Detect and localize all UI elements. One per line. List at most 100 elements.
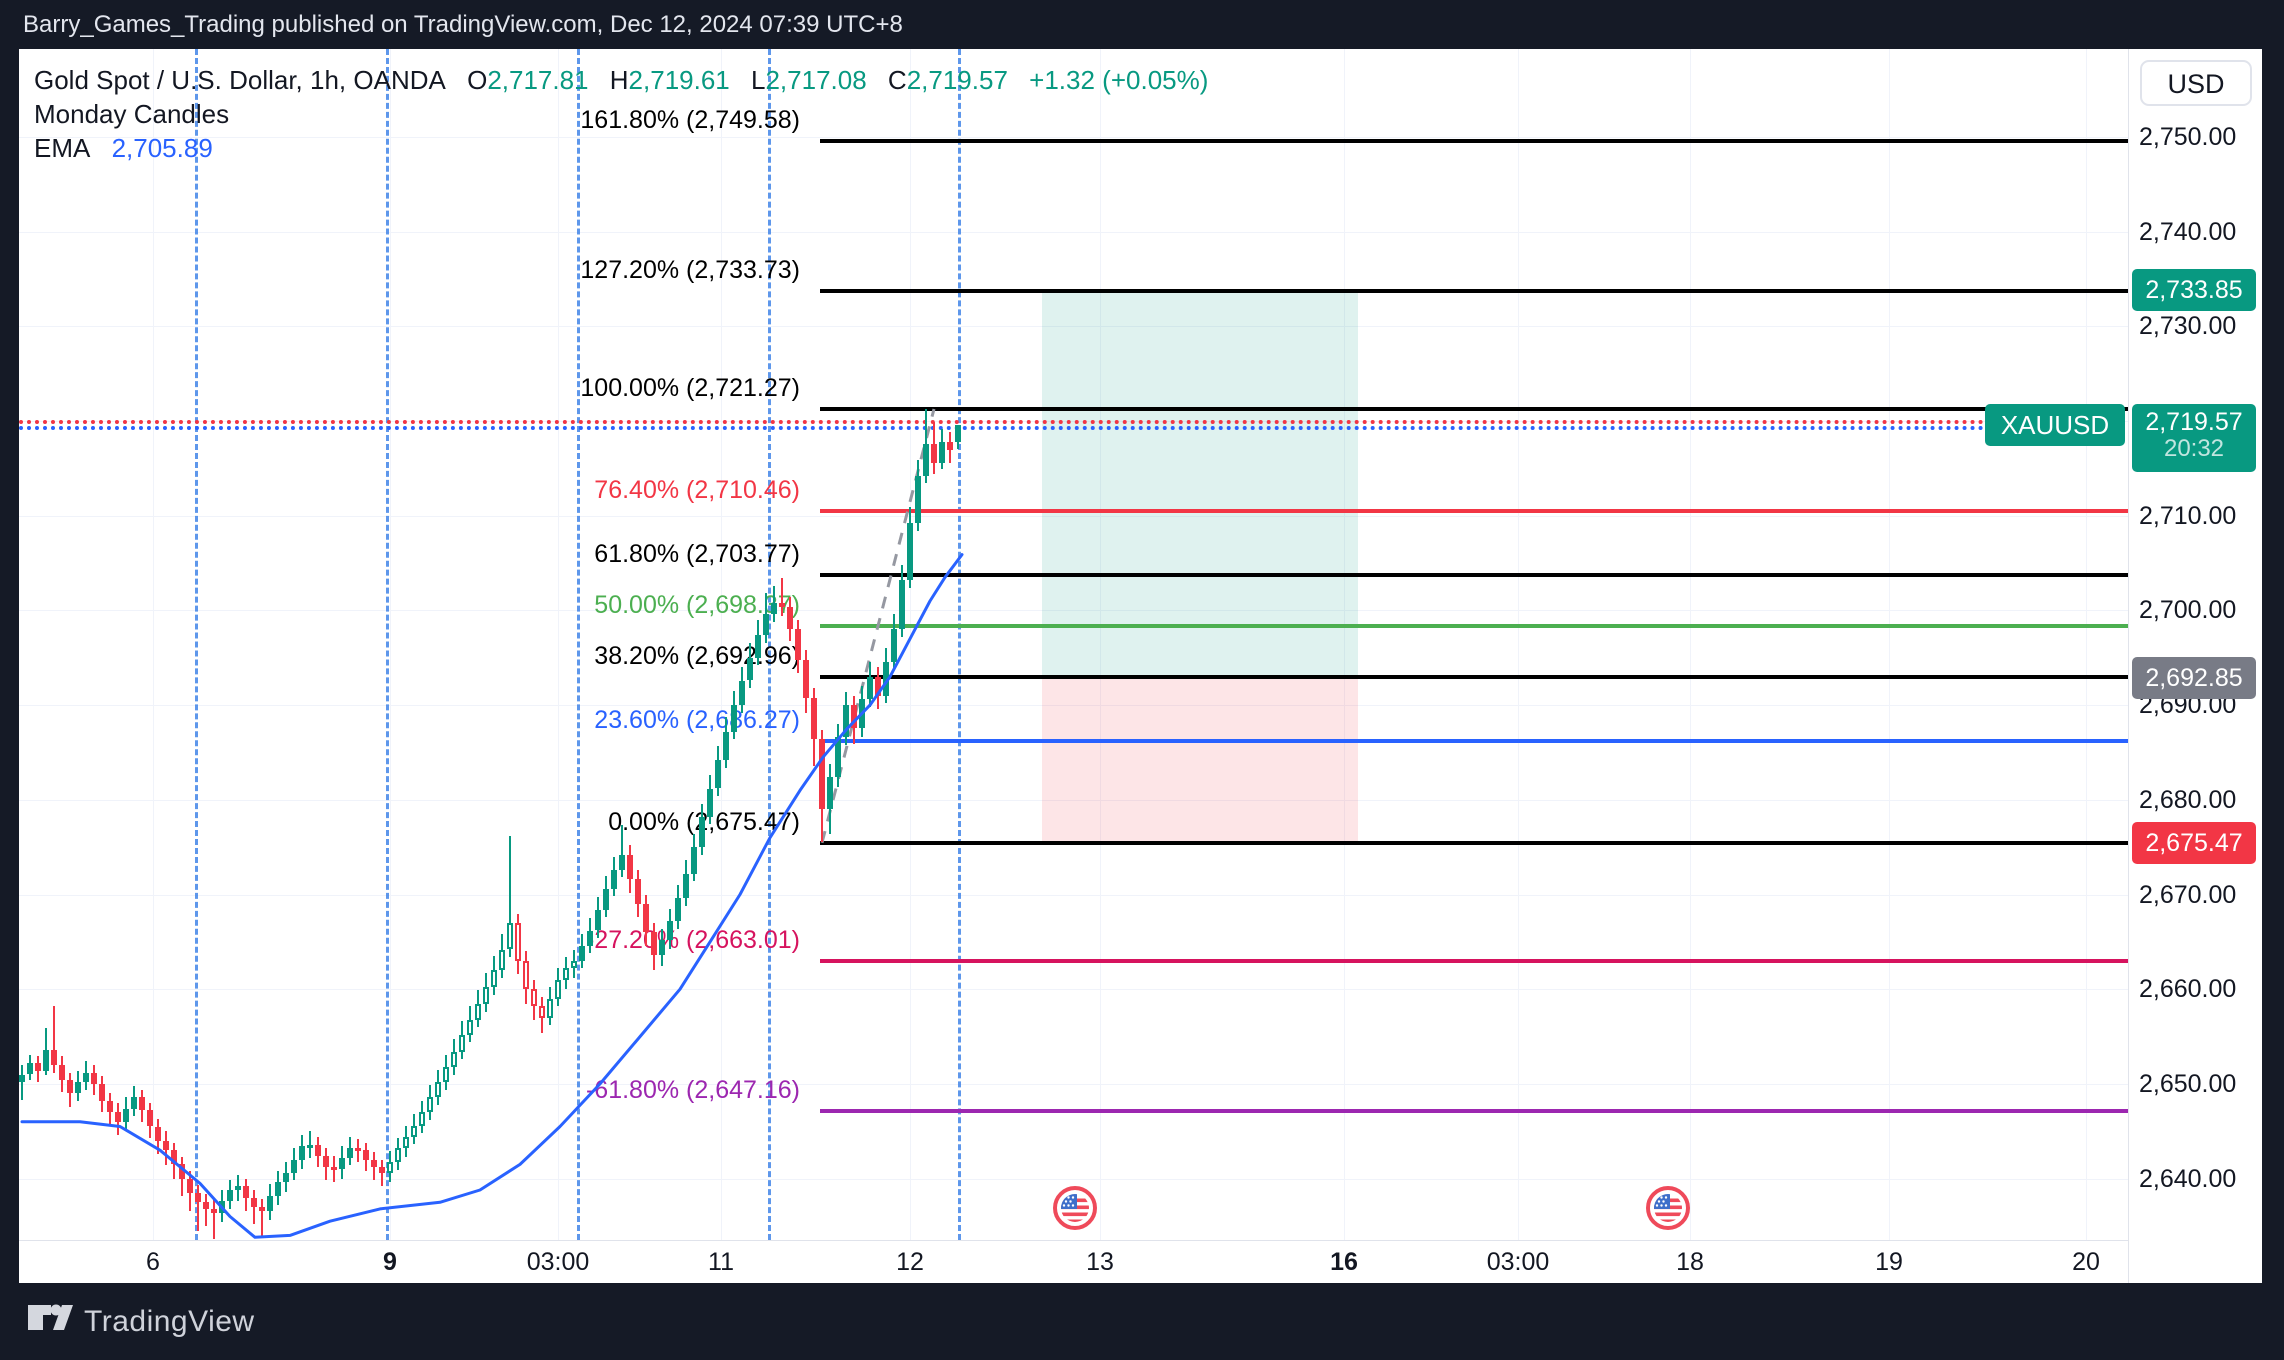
fib-label: -27.20% (2,663.01): [585, 925, 800, 954]
candle-wick: [157, 1119, 159, 1154]
candle-wick: [861, 686, 863, 738]
candle: [635, 879, 641, 904]
chart-panel: 161.80% (2,749.58) 127.20% (2,733.73) 100.…: [19, 49, 2262, 1283]
candle: [603, 888, 609, 910]
tradingview-brand[interactable]: TradingView: [84, 1305, 255, 1338]
fib-label: 61.80% (2,703.77): [594, 539, 800, 568]
candle: [339, 1157, 345, 1170]
candle-wick: [165, 1131, 167, 1166]
candle: [819, 739, 825, 810]
candle: [715, 760, 721, 789]
candle-wick: [597, 897, 599, 939]
candle-wick: [533, 979, 535, 1020]
day-lines-layer: [19, 49, 2128, 1240]
fib-line: [820, 407, 2128, 411]
candle: [435, 1082, 441, 1098]
candle-wick: [357, 1138, 359, 1162]
h-gridline: [19, 989, 2128, 991]
candle: [859, 699, 865, 728]
candle-wick: [133, 1085, 135, 1117]
fib-label: 23.60% (2,686.27): [594, 705, 800, 734]
candle: [691, 847, 697, 874]
day-start-line: [577, 49, 580, 1240]
fib-line: [820, 289, 2128, 293]
candle: [411, 1125, 417, 1137]
candle-wick: [77, 1070, 79, 1101]
price-tick: 2,670.00: [2139, 880, 2237, 909]
time-tick: 19: [1875, 1248, 1903, 1276]
grid-layer: [19, 49, 2128, 1240]
candle: [731, 705, 737, 732]
low-value: 2,717.08: [765, 65, 867, 95]
candle: [299, 1146, 305, 1160]
ema-line: [20, 553, 964, 1239]
candle-wick: [949, 432, 951, 463]
candle: [707, 788, 713, 817]
currency-button[interactable]: USD: [2140, 60, 2252, 106]
candle-wick: [53, 1006, 55, 1073]
candle: [443, 1066, 449, 1083]
candle: [739, 680, 745, 706]
entry-line: [1042, 677, 1358, 680]
candle: [195, 1192, 201, 1203]
fib-lines-layer: [19, 49, 2128, 1240]
us-flag-economic-event-icon[interactable]: [1053, 1186, 1097, 1230]
candle-wick: [221, 1190, 223, 1223]
candle-wick: [509, 835, 511, 957]
v-gridline: [1690, 49, 1691, 1240]
candle-wick: [61, 1055, 63, 1092]
day-start-line: [195, 49, 198, 1240]
position-tool-layer: [19, 49, 2128, 1240]
v-gridline: [1100, 49, 1101, 1240]
h-gridline: [19, 705, 2128, 707]
candle-wick: [685, 860, 687, 906]
tradingview-logo-icon[interactable]: [27, 1304, 77, 1340]
price-axis[interactable]: USD 2,750.00 2,740.00 2,730.00 2,710.00 2,70…: [2128, 49, 2262, 1283]
time-tick: 18: [1676, 1248, 1704, 1276]
profit-zone: [1042, 289, 1358, 679]
candle: [395, 1148, 401, 1162]
candle: [403, 1137, 409, 1149]
candle: [723, 731, 729, 760]
close-label: C: [887, 65, 907, 95]
time-axis[interactable]: 6 9 03:00 11 12 13 16 03:00 18 19 20: [19, 1240, 2128, 1283]
candle-wick: [229, 1179, 231, 1209]
candle-wick: [45, 1028, 47, 1076]
candle: [219, 1201, 225, 1213]
time-tick: 20: [2072, 1248, 2100, 1276]
candle: [147, 1110, 153, 1127]
candle-wick: [717, 745, 719, 796]
candle-wick: [69, 1072, 71, 1107]
candle-wick: [437, 1069, 439, 1105]
v-gridline: [2086, 49, 2087, 1240]
legend-ema[interactable]: EMA 2,705.89: [34, 131, 1208, 165]
candle: [931, 443, 937, 463]
close-value: 2,719.57: [906, 65, 1008, 95]
h-gridline: [19, 326, 2128, 328]
candle-wick: [813, 688, 815, 766]
legend: Gold Spot / U.S. Dollar, 1h, OANDA O2,71…: [34, 63, 1208, 165]
legend-monday-candles[interactable]: Monday Candles: [34, 99, 230, 129]
candle: [43, 1049, 49, 1071]
candle: [531, 989, 537, 1007]
fib-labels-layer: 161.80% (2,749.58) 127.20% (2,733.73) 100.…: [19, 49, 2128, 1240]
us-flag-economic-event-icon[interactable]: [1646, 1186, 1690, 1230]
price-line-layer: [19, 49, 2128, 1240]
candle: [283, 1172, 289, 1183]
time-tick: 03:00: [526, 1248, 590, 1276]
candle: [323, 1155, 329, 1168]
candle-wick: [725, 717, 727, 768]
price-tick: 2,700.00: [2139, 596, 2237, 625]
chart-canvas[interactable]: 161.80% (2,749.58) 127.20% (2,733.73) 100.…: [19, 49, 2128, 1240]
candle: [467, 1019, 473, 1035]
candle-wick: [925, 408, 927, 484]
symbol-title[interactable]: Gold Spot / U.S. Dollar, 1h, OANDA: [34, 65, 446, 95]
candle: [131, 1097, 137, 1109]
candle: [51, 1049, 57, 1065]
fib-line: [820, 840, 2128, 845]
candle: [179, 1164, 185, 1179]
candle: [451, 1051, 457, 1067]
candle: [163, 1140, 169, 1151]
candle: [243, 1186, 249, 1198]
time-tick: 6: [146, 1248, 160, 1276]
